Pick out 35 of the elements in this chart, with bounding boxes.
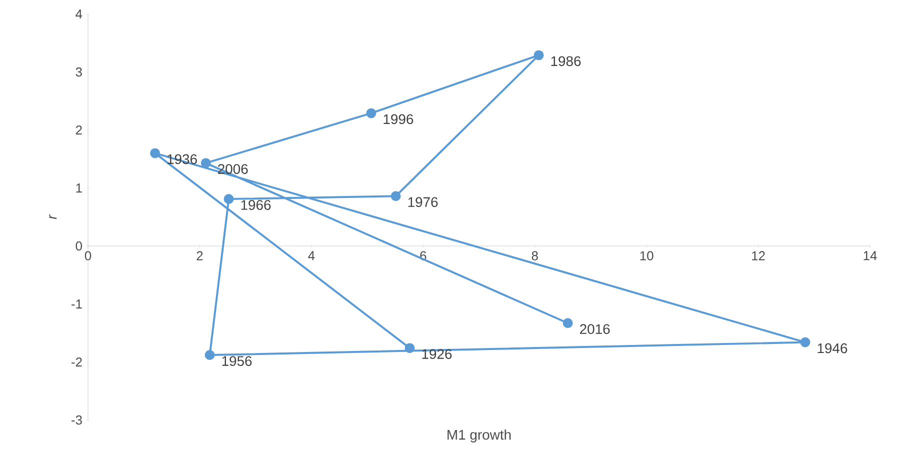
annotation: 2016: [580, 324, 610, 334]
x-axis-title: M1 growth: [448, 429, 511, 442]
point: [150, 148, 160, 158]
annotation: 1946: [818, 343, 848, 354]
x-tick-label: 4: [308, 251, 315, 260]
y-tick-label: 1: [76, 184, 82, 192]
x-tick-label: 10: [640, 251, 654, 260]
x-tick-label: 14: [864, 251, 877, 260]
point: [366, 108, 376, 118]
y-tick-label: 3: [76, 67, 82, 77]
point: [534, 50, 544, 60]
y-tick-label: -2: [72, 357, 82, 367]
y-tick-label: -1: [72, 300, 82, 308]
point: [800, 337, 810, 348]
annotation: 1956: [222, 356, 252, 366]
point: [390, 191, 401, 202]
x-tick-label: 2: [196, 251, 203, 260]
annotation: 1966: [241, 200, 271, 210]
x-tick-label: 0: [84, 251, 92, 260]
point: [200, 158, 211, 168]
y-axis-title: r: [49, 214, 57, 220]
annotation: 1986: [551, 56, 581, 66]
x-tick-label: 8: [532, 251, 538, 260]
y-tick-label: 4: [76, 10, 82, 18]
annotation: 1976: [408, 197, 438, 208]
point: [562, 318, 573, 328]
y-tick-label: 2: [76, 125, 82, 135]
y-tick-label: -3: [72, 415, 82, 425]
annotation: 1926: [422, 349, 452, 359]
annotation: 1996: [384, 114, 414, 124]
y-tick-label: 0: [76, 241, 82, 251]
point: [404, 343, 415, 354]
x-tick-label: 12: [752, 251, 765, 260]
point: [204, 350, 215, 360]
point: [224, 194, 234, 204]
